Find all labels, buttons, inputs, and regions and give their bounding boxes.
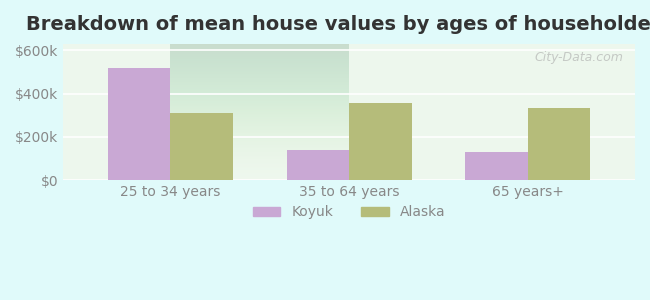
Legend: Koyuk, Alaska: Koyuk, Alaska — [247, 200, 451, 225]
Bar — [170, 113, 233, 180]
Bar — [465, 152, 528, 180]
Bar — [287, 150, 349, 180]
Bar — [528, 108, 590, 180]
Text: City-Data.com: City-Data.com — [535, 51, 623, 64]
Title: Breakdown of mean house values by ages of householders: Breakdown of mean house values by ages o… — [26, 15, 650, 34]
Bar — [108, 68, 170, 180]
Bar — [349, 103, 411, 180]
